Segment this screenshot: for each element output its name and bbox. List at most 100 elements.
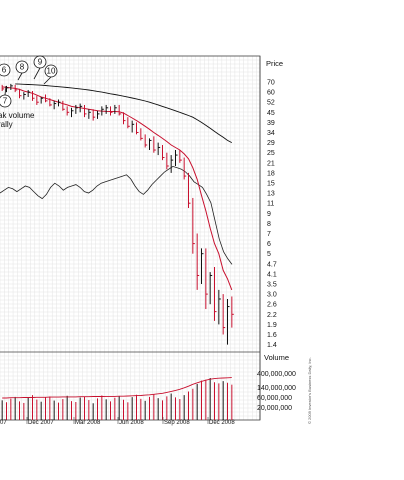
price-bar [110,106,113,116]
date-label: Jun 2008 [119,420,144,426]
circled-marker: 10 [44,64,58,78]
price-bar [114,104,117,114]
date-label: Mar 2008 [75,420,101,426]
price-bar [166,152,169,170]
price-bar [19,88,22,99]
price-bar [188,172,191,208]
price-tick-label: 3.0 [267,292,277,299]
price-bar [162,144,165,161]
price-tick-label: 2.6 [267,302,277,309]
annotation-arrow [33,67,41,80]
volume-panel: 400,000,000 140,000,000 60,000,000 20,000,0… [1,371,296,420]
price-bars [1,83,234,345]
price-bar [14,84,18,93]
price-bar [136,122,139,135]
circled-marker: 8 [15,60,29,74]
annotation-arrow [4,85,7,96]
price-bar [183,157,187,180]
price-tick-label: 9 [267,211,271,218]
volume-tick-label: 20,000,000 [257,405,292,412]
price-tick-label: 8 [267,221,271,228]
price-bar [62,100,65,111]
price-tick-label: 21 [267,160,275,167]
price-bar [144,134,148,148]
price-bar [140,128,143,141]
circled-marker: 9 [33,55,47,69]
price-bar [118,104,122,116]
price-bar [49,98,52,107]
price-tick-label: 25 [267,150,275,157]
annotation-arrow [17,72,23,81]
price-bar [40,96,44,104]
rs-line-path [0,165,233,265]
price-tick-label: 1.6 [267,332,277,339]
circled-marker: 6 [0,63,11,77]
price-bar [153,136,156,153]
price-bar [66,106,70,116]
price-tick-label: 2.2 [267,312,277,319]
relative-strength-line [0,165,233,265]
price-axis: 70 60 52 45 39 34 29 25 21 18 15 13 11 9 8 7 6 5 4.7 4.1 3.5… [267,80,277,350]
price-bar [196,233,200,290]
price-tick-label: 45 [267,110,275,117]
price-tick-label: 4.7 [267,261,277,268]
price-bar [149,138,152,151]
price-bar [27,89,31,97]
price-bar [205,248,208,310]
circled-marker: 7 [0,94,12,108]
price-bar [192,197,195,254]
price-tick-label: 52 [267,100,275,107]
price-tick-label: 6 [267,241,271,248]
price-bar [218,289,221,325]
price-bar [105,104,109,114]
price-tick-label: 7 [267,231,271,238]
price-bar [97,110,100,119]
price-bar [170,155,174,173]
price-tick-label: 29 [267,140,275,147]
marker-label: 9 [38,58,43,67]
price-bar [58,99,61,107]
date-label: Dec 2007 [28,420,54,426]
price-header: Price [266,59,283,68]
price-bar [10,83,13,90]
price-tick-label: 11 [267,201,274,208]
date-label: 07 [0,420,7,426]
price-bar [45,94,48,103]
volume-moving-average [2,377,232,399]
annotation-text: rally [0,120,13,129]
volume-tick-label: 60,000,000 [257,395,292,402]
volume-tick-label: 400,000,000 [257,371,296,378]
marker-label: 7 [3,97,8,106]
date-axis: 07 Dec 2007 Mar 2008 Jun 2008 Sep 2008 Dec 20… [0,417,235,426]
date-label: Sep 2008 [164,420,190,426]
volume-tick-label: 140,000,000 [257,385,296,392]
volume-header: Volume [264,353,289,362]
price-tick-label: 1.9 [267,322,277,329]
price-tick-label: 39 [267,120,275,127]
marker-label: 6 [2,66,7,75]
price-bar [75,104,78,114]
price-bar [157,142,161,156]
price-tick-label: 3.5 [267,282,277,289]
price-tick-label: 60 [267,90,275,97]
price-tick-label: 1.4 [267,342,277,349]
ma-40-week [15,83,233,144]
price-bar [92,109,96,121]
price-bar [127,117,130,129]
price-bar [227,298,230,345]
marker-label: 8 [20,63,25,72]
price-bar [222,294,226,335]
price-tick-label: 13 [267,191,275,198]
price-bar [84,104,87,118]
price-tick-label: 4.1 [267,271,277,278]
price-bar [175,150,178,166]
price-bar [179,150,182,163]
date-label: Dec 2008 [209,420,235,426]
price-bar [201,248,204,284]
marker-label: 10 [47,67,56,76]
price-bar [23,92,26,100]
price-bar [131,120,135,133]
ma-10-week [2,86,233,291]
price-tick-label: 18 [267,170,275,177]
